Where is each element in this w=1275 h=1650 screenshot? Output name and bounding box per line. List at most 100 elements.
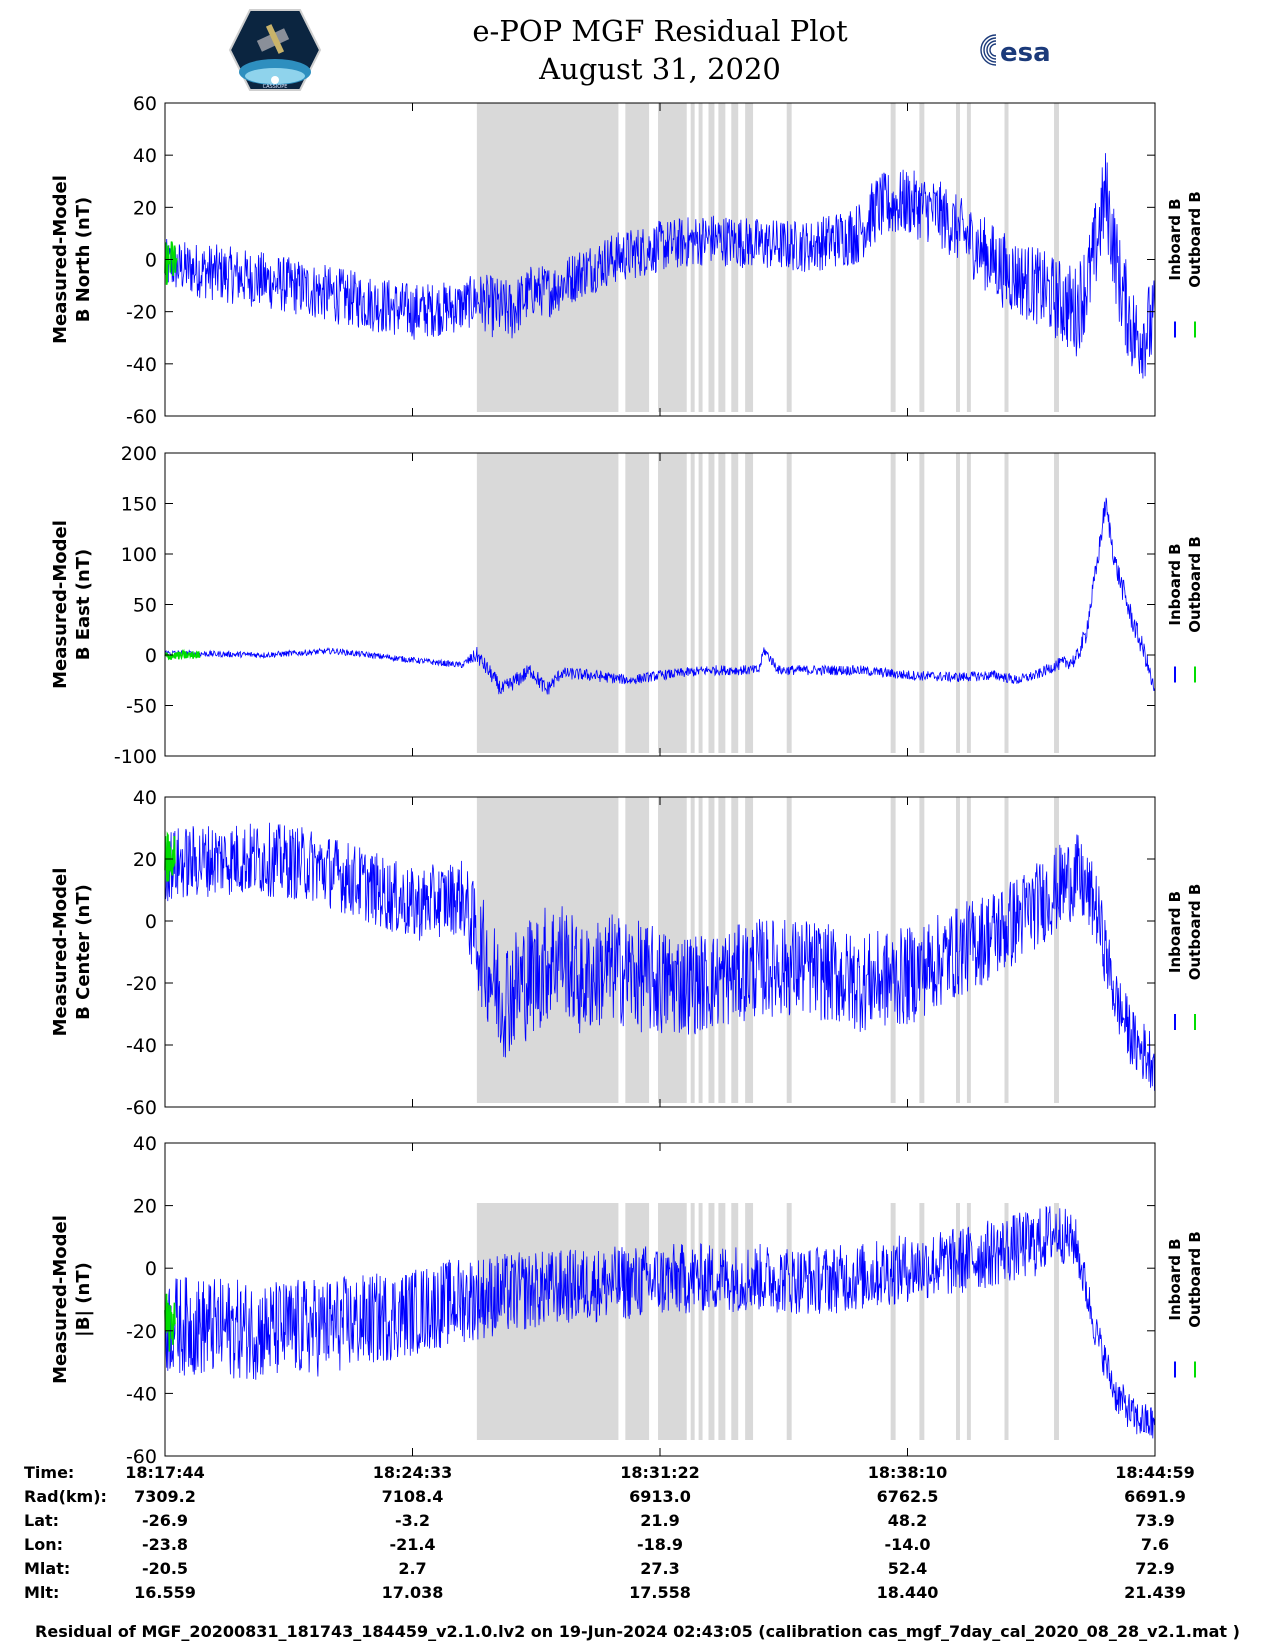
data-gap-band	[625, 1203, 650, 1440]
y-axis-label-line2: B East (nT)	[73, 549, 94, 661]
data-gap-band	[745, 103, 754, 412]
info-value: 18:44:59	[1115, 1463, 1195, 1482]
panel-3: 40 20 0 -20 -40 -60 Measured-Model B Center (nT…	[50, 787, 1204, 1119]
svg-text:esa: esa	[1000, 38, 1051, 68]
info-value: -18.9	[636, 1535, 684, 1554]
y-axis-label-line2: |B| (nT)	[73, 1262, 94, 1337]
info-row: Mlt: 16.559 17.038 17.558 18.440 21.439	[0, 1583, 1275, 1607]
data-gap-band	[1004, 453, 1009, 753]
legend-outboard-label: Outboard B	[1186, 191, 1204, 288]
data-gap-band	[1004, 1203, 1009, 1440]
data-gap-band	[966, 453, 971, 753]
y-tick-label: 200	[121, 443, 157, 465]
chart-date: August 31, 2020	[539, 52, 781, 86]
info-row: Time: 18:17:44 18:24:33 18:31:22 18:38:10 18:…	[0, 1463, 1275, 1487]
y-tick-label: 0	[145, 645, 157, 667]
info-value: 18:17:44	[125, 1463, 205, 1482]
data-gap-band	[1054, 103, 1059, 412]
panel-4: 40 20 0 -20 -40 -60 Measured-Model |B| (nT) Inbo…	[50, 1133, 1204, 1468]
data-gap-band	[658, 103, 687, 412]
data-gap-band	[890, 1203, 896, 1440]
info-value: 73.9	[1135, 1511, 1175, 1530]
data-gap-band	[956, 453, 960, 753]
y-tick-label: -50	[126, 696, 157, 718]
data-gap-band	[1054, 1203, 1059, 1440]
info-value: 6913.0	[629, 1487, 691, 1506]
info-row: Rad(km): 7309.2 7108.4 6913.0 6762.5 6691.9	[0, 1487, 1275, 1511]
data-gap-band	[625, 103, 650, 412]
data-gap-band	[745, 453, 754, 753]
y-tick-label: 40	[133, 1133, 157, 1155]
data-gap-band	[731, 453, 739, 753]
data-gap-band	[625, 453, 650, 753]
data-gap-band	[708, 1203, 715, 1440]
info-row-label: Mlt:	[24, 1583, 60, 1602]
data-gap-band	[476, 797, 619, 1103]
series-outboard-line	[164, 241, 178, 285]
footer-caption: Residual of MGF_20200831_181743_184459_v…	[35, 1622, 1240, 1641]
y-axis-label: Measured-Model B East (nT)	[50, 520, 94, 689]
info-value: -26.9	[141, 1511, 189, 1530]
data-gap-band	[890, 453, 896, 753]
info-value: 7.6	[1140, 1535, 1170, 1554]
data-gap-band	[786, 453, 792, 753]
y-tick-label: 50	[133, 595, 157, 617]
data-gap-band	[919, 103, 925, 412]
info-row: Mlat: -20.5 2.7 27.3 52.4 72.9	[0, 1559, 1275, 1583]
y-tick-label: -100	[114, 746, 157, 768]
info-value: 18:24:33	[372, 1463, 453, 1482]
legend-outboard-label: Outboard B	[1186, 1231, 1204, 1328]
info-row-label: Rad(km):	[24, 1487, 107, 1506]
info-value: 48.2	[887, 1511, 928, 1530]
data-gap-band	[658, 1203, 687, 1440]
legend-outboard-label: Outboard B	[1186, 536, 1204, 633]
y-tick-label: 0	[145, 1258, 157, 1280]
data-gap-band	[786, 797, 792, 1103]
info-value: -20.5	[141, 1559, 189, 1578]
y-axis-label-line2: B Center (nT)	[73, 884, 94, 1020]
cassiope-mission-logo: CASSIOPE	[228, 8, 322, 96]
info-value: -14.0	[884, 1535, 931, 1554]
data-gap-band	[745, 797, 754, 1103]
info-value: 21.9	[640, 1511, 680, 1530]
info-value: 18.440	[876, 1583, 939, 1602]
y-tick-label: -60	[126, 1097, 157, 1119]
data-gap-band	[698, 453, 703, 753]
y-tick-label: -40	[126, 1035, 157, 1057]
legend-outboard-label: Outboard B	[1186, 884, 1204, 981]
data-gap-band	[919, 1203, 925, 1440]
data-gap-band	[625, 797, 650, 1103]
info-value: 18:31:22	[620, 1463, 700, 1482]
y-tick-label: 0	[145, 250, 157, 272]
y-tick-label: -20	[126, 302, 157, 324]
series-outboard-line	[164, 1293, 176, 1352]
data-gap-band	[731, 1203, 739, 1440]
y-axis-label-line1: Measured-Model	[50, 1215, 71, 1384]
data-gap-band	[966, 103, 971, 412]
series-inboard-line	[164, 1205, 1156, 1439]
data-gap-band	[919, 453, 925, 753]
y-tick-label: 20	[133, 197, 157, 219]
y-axis-label-line1: Measured-Model	[50, 520, 71, 689]
y-tick-label: -40	[126, 354, 157, 376]
legend-inboard-label: Inboard B	[1166, 891, 1184, 973]
data-gap-band	[1004, 103, 1009, 412]
panel-2: 200 150 100 50 0 -50 -100 Measured-Model B East …	[50, 443, 1204, 768]
series-inboard-line	[164, 822, 1156, 1091]
info-value: 6691.9	[1124, 1487, 1186, 1506]
data-gap-band	[690, 453, 695, 753]
info-value: -23.8	[141, 1535, 189, 1554]
info-value: 52.4	[887, 1559, 928, 1578]
info-row: Lat: -26.9 -3.2 21.9 48.2 73.9	[0, 1511, 1275, 1535]
info-value: -3.2	[395, 1511, 430, 1530]
data-gap-band	[745, 1203, 754, 1440]
data-gap-band	[718, 1203, 726, 1440]
data-gap-band	[476, 453, 619, 753]
y-tick-label: 0	[145, 911, 157, 933]
data-gap-band	[718, 797, 726, 1103]
y-axis-label: Measured-Model |B| (nT)	[50, 1215, 94, 1384]
data-gap-band	[476, 103, 619, 412]
info-value: 72.9	[1135, 1559, 1175, 1578]
y-tick-label: 20	[133, 1196, 157, 1218]
info-row-label: Lon:	[24, 1535, 63, 1554]
